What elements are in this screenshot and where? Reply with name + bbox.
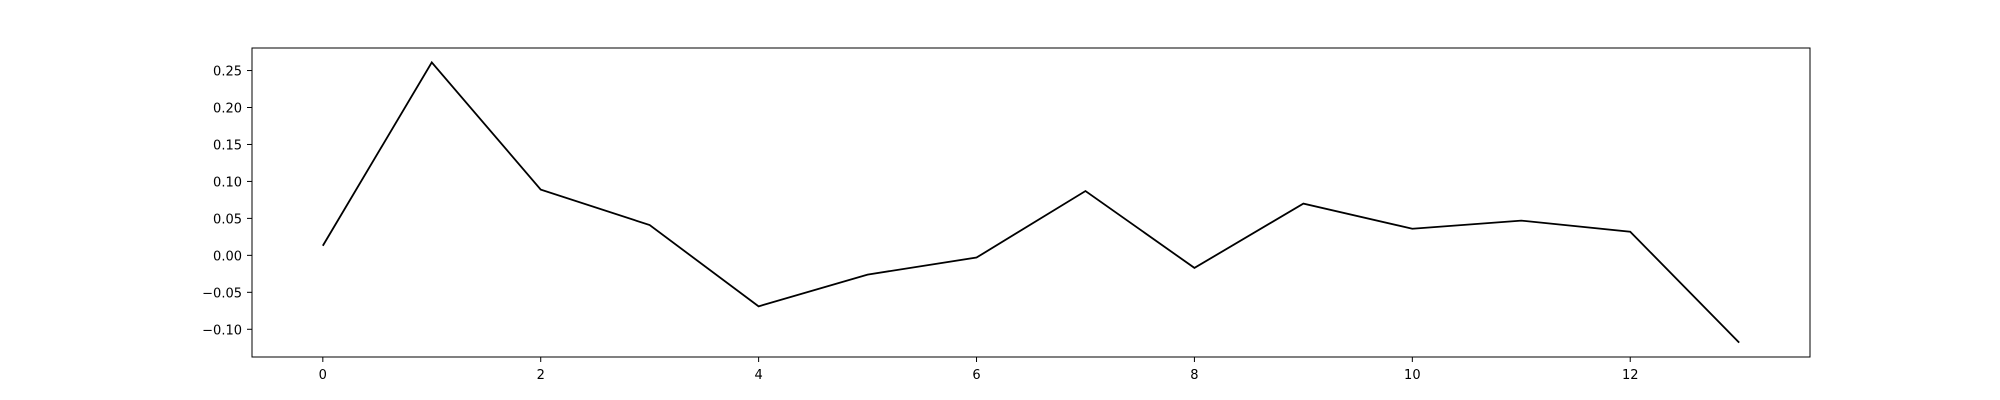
x-tick-label: 2 [537,368,545,383]
y-tick-label: 0.20 [213,102,242,117]
x-tick-label: 6 [972,368,980,383]
y-tick-label: 0.10 [213,175,242,190]
y-tick-label: 0.15 [213,138,242,153]
axes-frame [251,47,1811,358]
plot-area [322,60,1740,344]
x-tick-label: 8 [1190,368,1198,383]
y-tick-label: 0.25 [213,65,242,80]
x-tick-label: 0 [319,368,327,383]
y-tick-label: 0.05 [213,212,242,227]
y-tick-label: 0.00 [213,249,242,264]
x-tick-label: 12 [1622,368,1639,383]
y-tick-label: −0.05 [202,286,242,301]
x-tick-label: 10 [1404,368,1421,383]
series-line-0 [322,60,1740,344]
y-tick-label: −0.10 [202,323,242,338]
axes: 0 2 4 6 8 10 12 −0.10 −0.05 0.00 0.05 0.10 0.15 0.20 0… [202,47,1811,383]
x-tick-label: 4 [754,368,762,383]
